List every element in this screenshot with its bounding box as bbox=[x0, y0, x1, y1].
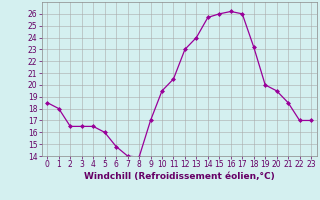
X-axis label: Windchill (Refroidissement éolien,°C): Windchill (Refroidissement éolien,°C) bbox=[84, 172, 275, 181]
